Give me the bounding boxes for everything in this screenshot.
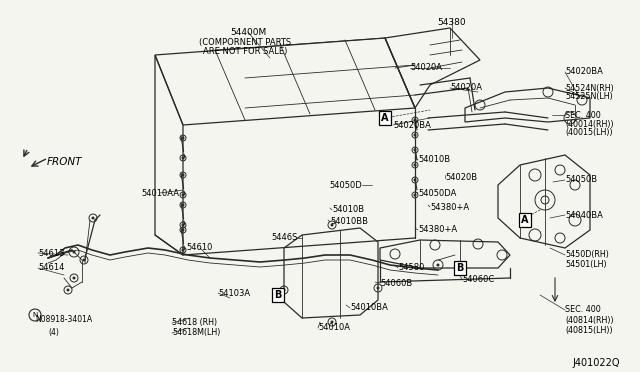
Circle shape	[330, 224, 333, 227]
Circle shape	[436, 263, 440, 266]
Circle shape	[182, 137, 184, 140]
Text: A: A	[381, 113, 388, 123]
Text: SEC. 400: SEC. 400	[565, 110, 601, 119]
Circle shape	[83, 259, 86, 262]
Circle shape	[376, 286, 380, 289]
Circle shape	[182, 248, 184, 251]
Text: 54010B: 54010B	[332, 205, 364, 215]
Circle shape	[72, 250, 76, 253]
Text: 54060C: 54060C	[462, 276, 494, 285]
Text: (COMPORNENT PARTS: (COMPORNENT PARTS	[199, 38, 291, 47]
Text: J401022Q: J401022Q	[573, 358, 620, 368]
Circle shape	[330, 321, 333, 324]
Text: 54380: 54380	[438, 18, 467, 27]
Text: 54380+A: 54380+A	[418, 225, 457, 234]
Text: FRONT: FRONT	[47, 157, 83, 167]
Circle shape	[413, 179, 417, 182]
Text: 54010AA: 54010AA	[141, 189, 179, 198]
Text: (40015(LH)): (40015(LH))	[565, 128, 612, 138]
Circle shape	[182, 228, 184, 231]
Text: 54103A: 54103A	[218, 289, 250, 298]
Text: 54010BA: 54010BA	[350, 304, 388, 312]
Text: B: B	[275, 290, 282, 300]
Circle shape	[67, 289, 70, 292]
Text: 5446S: 5446S	[271, 234, 298, 243]
Text: 5450D(RH): 5450D(RH)	[565, 250, 609, 260]
Text: (40814(RH)): (40814(RH))	[565, 315, 614, 324]
Text: 54050D: 54050D	[329, 180, 362, 189]
Circle shape	[413, 119, 417, 122]
Text: SEC. 400: SEC. 400	[565, 305, 601, 314]
Text: 54020A: 54020A	[450, 83, 482, 93]
Text: 54524N(RH): 54524N(RH)	[565, 83, 614, 93]
Text: A: A	[521, 215, 529, 225]
Text: 54020BA: 54020BA	[565, 67, 603, 77]
Text: 54610: 54610	[187, 244, 213, 253]
Text: ARE NOT FOR SALE): ARE NOT FOR SALE)	[203, 47, 287, 56]
Text: N: N	[33, 312, 38, 318]
Circle shape	[413, 193, 417, 196]
Text: 54501(LH): 54501(LH)	[565, 260, 607, 269]
Text: 54050DA: 54050DA	[418, 189, 456, 198]
Circle shape	[413, 134, 417, 137]
Text: 54525N(LH): 54525N(LH)	[565, 93, 612, 102]
Text: 54614: 54614	[38, 263, 65, 273]
Circle shape	[413, 148, 417, 151]
Text: 54060B: 54060B	[380, 279, 412, 288]
Text: (40815(LH)): (40815(LH))	[565, 326, 612, 334]
Circle shape	[282, 289, 285, 292]
Circle shape	[182, 173, 184, 176]
Circle shape	[413, 164, 417, 167]
Circle shape	[182, 193, 184, 196]
Circle shape	[92, 217, 95, 219]
Text: 54380+A: 54380+A	[430, 202, 469, 212]
Text: 54618 (RH): 54618 (RH)	[172, 318, 217, 327]
Text: (4): (4)	[48, 327, 59, 337]
Text: 54613: 54613	[38, 248, 65, 257]
Text: (40014(RH)): (40014(RH))	[565, 119, 614, 128]
Text: 54580: 54580	[398, 263, 424, 273]
Circle shape	[182, 157, 184, 160]
Text: 54010B: 54010B	[418, 155, 450, 164]
Text: 54050B: 54050B	[565, 176, 597, 185]
Text: 54400M: 54400M	[230, 28, 266, 37]
Text: 54010A: 54010A	[318, 324, 350, 333]
Text: 54618M(LH): 54618M(LH)	[172, 328, 220, 337]
Text: 54040BA: 54040BA	[565, 211, 603, 219]
Text: N08918-3401A: N08918-3401A	[35, 315, 92, 324]
Circle shape	[72, 276, 76, 279]
Text: B: B	[456, 263, 464, 273]
Text: 54020A: 54020A	[410, 64, 442, 73]
Circle shape	[182, 203, 184, 206]
Circle shape	[182, 224, 184, 227]
Text: 54020BA: 54020BA	[393, 121, 431, 129]
Text: 54010BB: 54010BB	[330, 218, 368, 227]
Text: 54020B: 54020B	[445, 173, 477, 183]
